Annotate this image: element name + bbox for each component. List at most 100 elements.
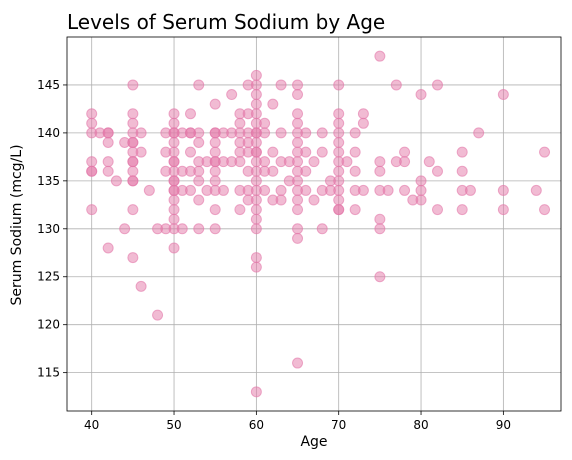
data-point: [374, 50, 386, 62]
data-point: [234, 156, 246, 168]
data-point: [390, 79, 402, 91]
data-point: [432, 165, 443, 177]
data-point: [399, 146, 411, 158]
data-point: [86, 117, 98, 129]
data-points: [86, 50, 551, 398]
data-point: [193, 223, 205, 235]
y-tick-label: 145: [37, 78, 60, 92]
data-point: [374, 223, 386, 235]
data-point: [357, 108, 369, 120]
data-point: [250, 136, 262, 148]
data-point: [275, 79, 287, 91]
data-point: [473, 127, 485, 139]
data-point: [250, 252, 262, 264]
data-point: [168, 117, 180, 129]
data-point: [250, 204, 262, 216]
data-point: [333, 108, 345, 120]
data-point: [333, 194, 345, 206]
data-point: [300, 184, 312, 196]
data-point: [292, 117, 304, 129]
data-point: [357, 117, 369, 129]
data-point: [209, 165, 221, 177]
data-point: [209, 146, 221, 158]
data-point: [300, 127, 312, 139]
data-point: [168, 146, 180, 158]
data-point: [464, 184, 476, 196]
y-tick-label: 120: [37, 318, 60, 332]
data-point: [333, 165, 345, 177]
data-point: [119, 223, 131, 235]
data-point: [349, 165, 361, 177]
data-point: [259, 127, 271, 139]
data-point: [250, 194, 262, 206]
data-point: [193, 175, 205, 187]
data-point: [292, 357, 304, 369]
data-point: [333, 184, 345, 196]
axis-ticks: 40 50 60 70 80 90 115 120 125 130 135 140 145: [37, 78, 511, 432]
x-tick-label: 40: [84, 418, 99, 432]
data-point: [127, 156, 139, 168]
data-point: [250, 146, 262, 158]
data-point: [127, 136, 139, 148]
data-point: [250, 223, 262, 235]
data-point: [349, 204, 361, 216]
data-point: [217, 184, 229, 196]
data-point: [341, 156, 353, 168]
data-point: [456, 165, 468, 177]
data-point: [456, 146, 468, 158]
data-point: [102, 136, 114, 148]
data-point: [292, 156, 304, 168]
data-point: [110, 175, 122, 187]
data-point: [209, 223, 221, 235]
data-point: [209, 136, 221, 148]
data-point: [374, 165, 386, 177]
data-point: [333, 204, 345, 216]
data-point: [209, 175, 221, 187]
data-point: [102, 156, 114, 168]
data-point: [399, 184, 411, 196]
data-point: [530, 184, 542, 196]
data-point: [250, 261, 262, 273]
data-point: [292, 108, 304, 120]
data-point: [308, 156, 320, 168]
data-point: [250, 98, 262, 110]
data-point: [292, 223, 304, 235]
data-point: [250, 69, 262, 81]
data-point: [127, 165, 139, 177]
y-tick-label: 140: [37, 126, 60, 140]
data-point: [185, 146, 196, 158]
data-point: [275, 184, 287, 196]
data-point: [539, 204, 551, 216]
y-tick-label: 115: [37, 366, 60, 380]
x-tick-label: 80: [413, 418, 428, 432]
data-point: [497, 204, 509, 216]
data-point: [234, 204, 246, 216]
data-point: [152, 309, 164, 321]
data-point: [168, 108, 180, 120]
data-point: [275, 194, 287, 206]
data-point: [102, 127, 114, 139]
y-tick-label: 125: [37, 270, 60, 284]
data-point: [349, 146, 361, 158]
data-point: [300, 165, 312, 177]
data-point: [415, 175, 427, 187]
x-tick-label: 90: [496, 418, 511, 432]
data-point: [316, 127, 328, 139]
data-point: [250, 89, 262, 101]
data-point: [135, 127, 147, 139]
data-point: [275, 127, 287, 139]
data-point: [193, 127, 205, 139]
x-axis-label: Age: [300, 434, 327, 450]
data-point: [292, 136, 304, 148]
plot-frame: [66, 36, 562, 412]
data-point: [357, 184, 369, 196]
data-point: [250, 108, 262, 120]
chart-title: Levels of Serum Sodium by Age: [67, 10, 385, 34]
data-point: [292, 232, 304, 244]
data-point: [292, 79, 304, 91]
data-point: [267, 146, 279, 158]
data-point: [226, 89, 238, 101]
data-point: [292, 89, 304, 101]
data-point: [333, 146, 345, 158]
